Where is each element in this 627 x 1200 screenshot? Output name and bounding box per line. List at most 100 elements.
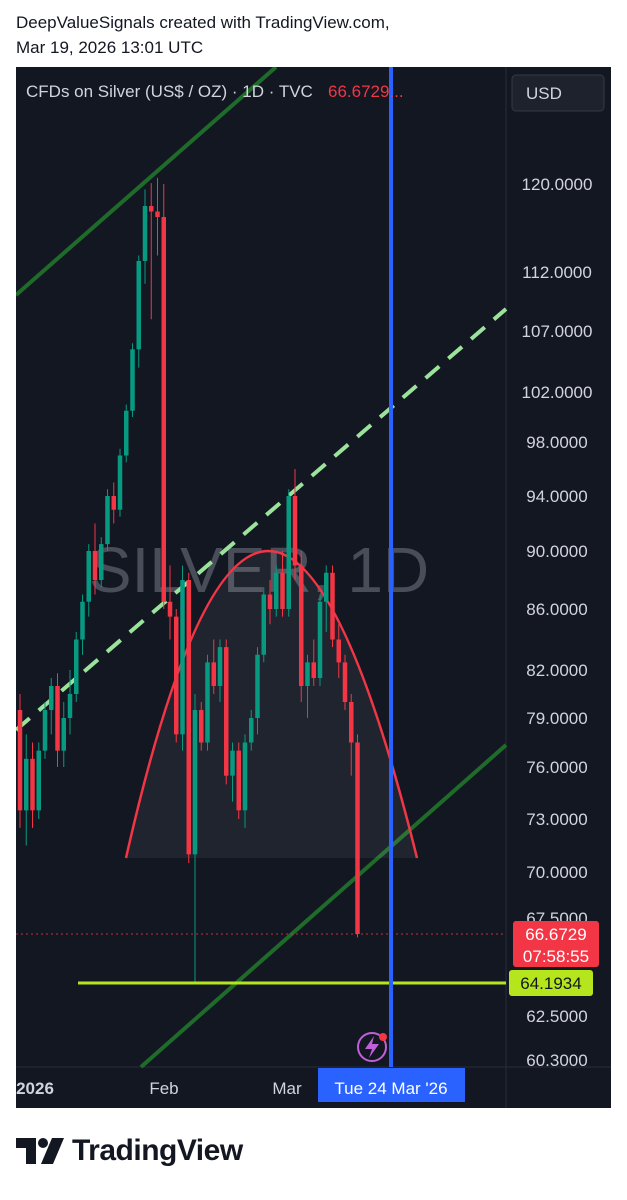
- candle-body[interactable]: [342, 662, 348, 702]
- channel-lower-line: [139, 743, 508, 1069]
- lightning-icon[interactable]: [357, 1032, 387, 1062]
- candle-body[interactable]: [192, 710, 198, 855]
- candle-body[interactable]: [180, 580, 185, 735]
- currency-button[interactable]: [511, 74, 605, 112]
- crosshair-date-label: Tue 24 Mar '26: [334, 1079, 447, 1098]
- last-price-label: 66.6729: [525, 925, 586, 944]
- support-level-label-box: [509, 970, 593, 996]
- y-axis-tick-label: 73.0000: [526, 810, 587, 829]
- candle-body[interactable]: [317, 601, 323, 678]
- candle-body[interactable]: [199, 710, 204, 743]
- candle-body[interactable]: [274, 572, 279, 609]
- candle-body[interactable]: [186, 580, 192, 855]
- last-price-label-box: [513, 921, 599, 967]
- y-axis-tick-label: 120.0000: [522, 175, 593, 194]
- candle-body[interactable]: [205, 662, 210, 743]
- candle-body[interactable]: [86, 551, 92, 602]
- y-axis-tick-label: 76.0000: [526, 758, 587, 777]
- candle-body[interactable]: [355, 742, 360, 935]
- symbol-info: CFDs on Silver (US$ / OZ) · 1D · TVC: [26, 82, 313, 101]
- candle-body[interactable]: [149, 206, 154, 212]
- candle-body[interactable]: [299, 565, 304, 687]
- y-axis-tick-label: 94.0000: [526, 487, 587, 506]
- attribution-line-2: Mar 19, 2026 13:01 UTC: [16, 38, 204, 57]
- candle-body[interactable]: [217, 647, 223, 686]
- candle-body[interactable]: [74, 639, 79, 695]
- candle-body[interactable]: [117, 455, 123, 510]
- candle-body[interactable]: [67, 694, 73, 718]
- candle-body[interactable]: [142, 206, 148, 261]
- candle-body[interactable]: [261, 594, 267, 655]
- candle-body[interactable]: [80, 601, 85, 640]
- attribution-line-1: DeepValueSignals created with TradingVie…: [16, 13, 390, 32]
- candle-body[interactable]: [230, 750, 235, 776]
- chart-frame[interactable]: SILVER, 1D 120.0000 112.0000 107.0000 102.00…: [16, 67, 611, 1108]
- candle-body[interactable]: [42, 710, 48, 751]
- candle-body[interactable]: [105, 496, 110, 545]
- crosshair-date-box: [318, 1068, 465, 1102]
- y-axis-tick-label: 62.5000: [526, 1007, 587, 1026]
- y-axis-tick-label: 86.0000: [526, 600, 587, 619]
- candle-body[interactable]: [305, 662, 310, 686]
- y-axis-tick-label: 98.0000: [526, 433, 587, 452]
- candle-body[interactable]: [55, 686, 60, 751]
- candle-body[interactable]: [311, 662, 317, 678]
- candle-body[interactable]: [211, 662, 217, 686]
- candle-body[interactable]: [167, 601, 173, 617]
- candle-body[interactable]: [124, 410, 129, 456]
- candle-body[interactable]: [267, 594, 273, 610]
- y-axis-tick-label: 102.0000: [522, 383, 593, 402]
- header-last-price: 66.6729...: [328, 82, 404, 101]
- lightning-glyph-icon: [365, 1036, 379, 1058]
- candle-body[interactable]: [111, 496, 117, 510]
- candle-body[interactable]: [242, 742, 248, 811]
- candle-body[interactable]: [349, 702, 354, 743]
- candle-body[interactable]: [92, 551, 98, 580]
- notification-dot-icon: [379, 1033, 387, 1041]
- candle-body[interactable]: [61, 718, 67, 751]
- price-chart[interactable]: SILVER, 1D 120.0000 112.0000 107.0000 102.00…: [16, 67, 611, 1108]
- x-axis-tick-label: Mar: [272, 1079, 302, 1098]
- candle-body[interactable]: [236, 750, 242, 811]
- candle-body[interactable]: [130, 349, 135, 411]
- rounded-top-arc: [124, 550, 419, 859]
- candle-body[interactable]: [292, 496, 298, 566]
- symbol-watermark: SILVER, 1D: [89, 534, 429, 606]
- candle-body[interactable]: [161, 217, 167, 602]
- candle-body[interactable]: [280, 572, 285, 609]
- y-axis-tick-label: 70.0000: [526, 863, 587, 882]
- candle-body[interactable]: [174, 616, 179, 735]
- x-axis-tick-label: Feb: [149, 1079, 178, 1098]
- y-axis-tick-label: 79.0000: [526, 709, 587, 728]
- support-level-label: 64.1934: [520, 974, 581, 993]
- candle-body[interactable]: [49, 686, 54, 710]
- price-scale-panel: [506, 67, 611, 1067]
- candle-body[interactable]: [224, 647, 229, 776]
- y-axis-tick-label: 82.0000: [526, 661, 587, 680]
- candle-body[interactable]: [336, 639, 342, 663]
- channel-upper-line: [16, 67, 278, 297]
- attribution-header: DeepValueSignals created with TradingVie…: [16, 10, 390, 60]
- tradingview-brand-text: TradingView: [72, 1134, 243, 1167]
- bar-countdown-label: 07:58:55: [523, 947, 589, 966]
- candle-body[interactable]: [155, 211, 160, 218]
- y-axis-tick-label: 107.0000: [522, 322, 593, 341]
- y-axis-tick-label: 112.0000: [522, 263, 592, 282]
- candle-body[interactable]: [99, 544, 104, 580]
- currency-button-label: USD: [526, 84, 562, 103]
- y-axis-tick-label: 60.3000: [526, 1051, 587, 1070]
- y-axis-tick-label: 90.0000: [526, 542, 587, 561]
- candle-body[interactable]: [36, 750, 42, 811]
- channel-midline: [16, 307, 508, 732]
- x-axis-tick-label: 2026: [16, 1079, 54, 1098]
- candle-body[interactable]: [330, 572, 335, 640]
- candle-body[interactable]: [255, 654, 260, 718]
- candle-body[interactable]: [17, 710, 23, 811]
- candle-body[interactable]: [24, 758, 29, 811]
- candle-body[interactable]: [249, 718, 254, 743]
- candle-body[interactable]: [286, 496, 292, 609]
- candle-body[interactable]: [30, 758, 35, 811]
- candle-body[interactable]: [136, 261, 142, 350]
- rounded-top-fill: [126, 551, 417, 858]
- candle-body[interactable]: [324, 572, 329, 602]
